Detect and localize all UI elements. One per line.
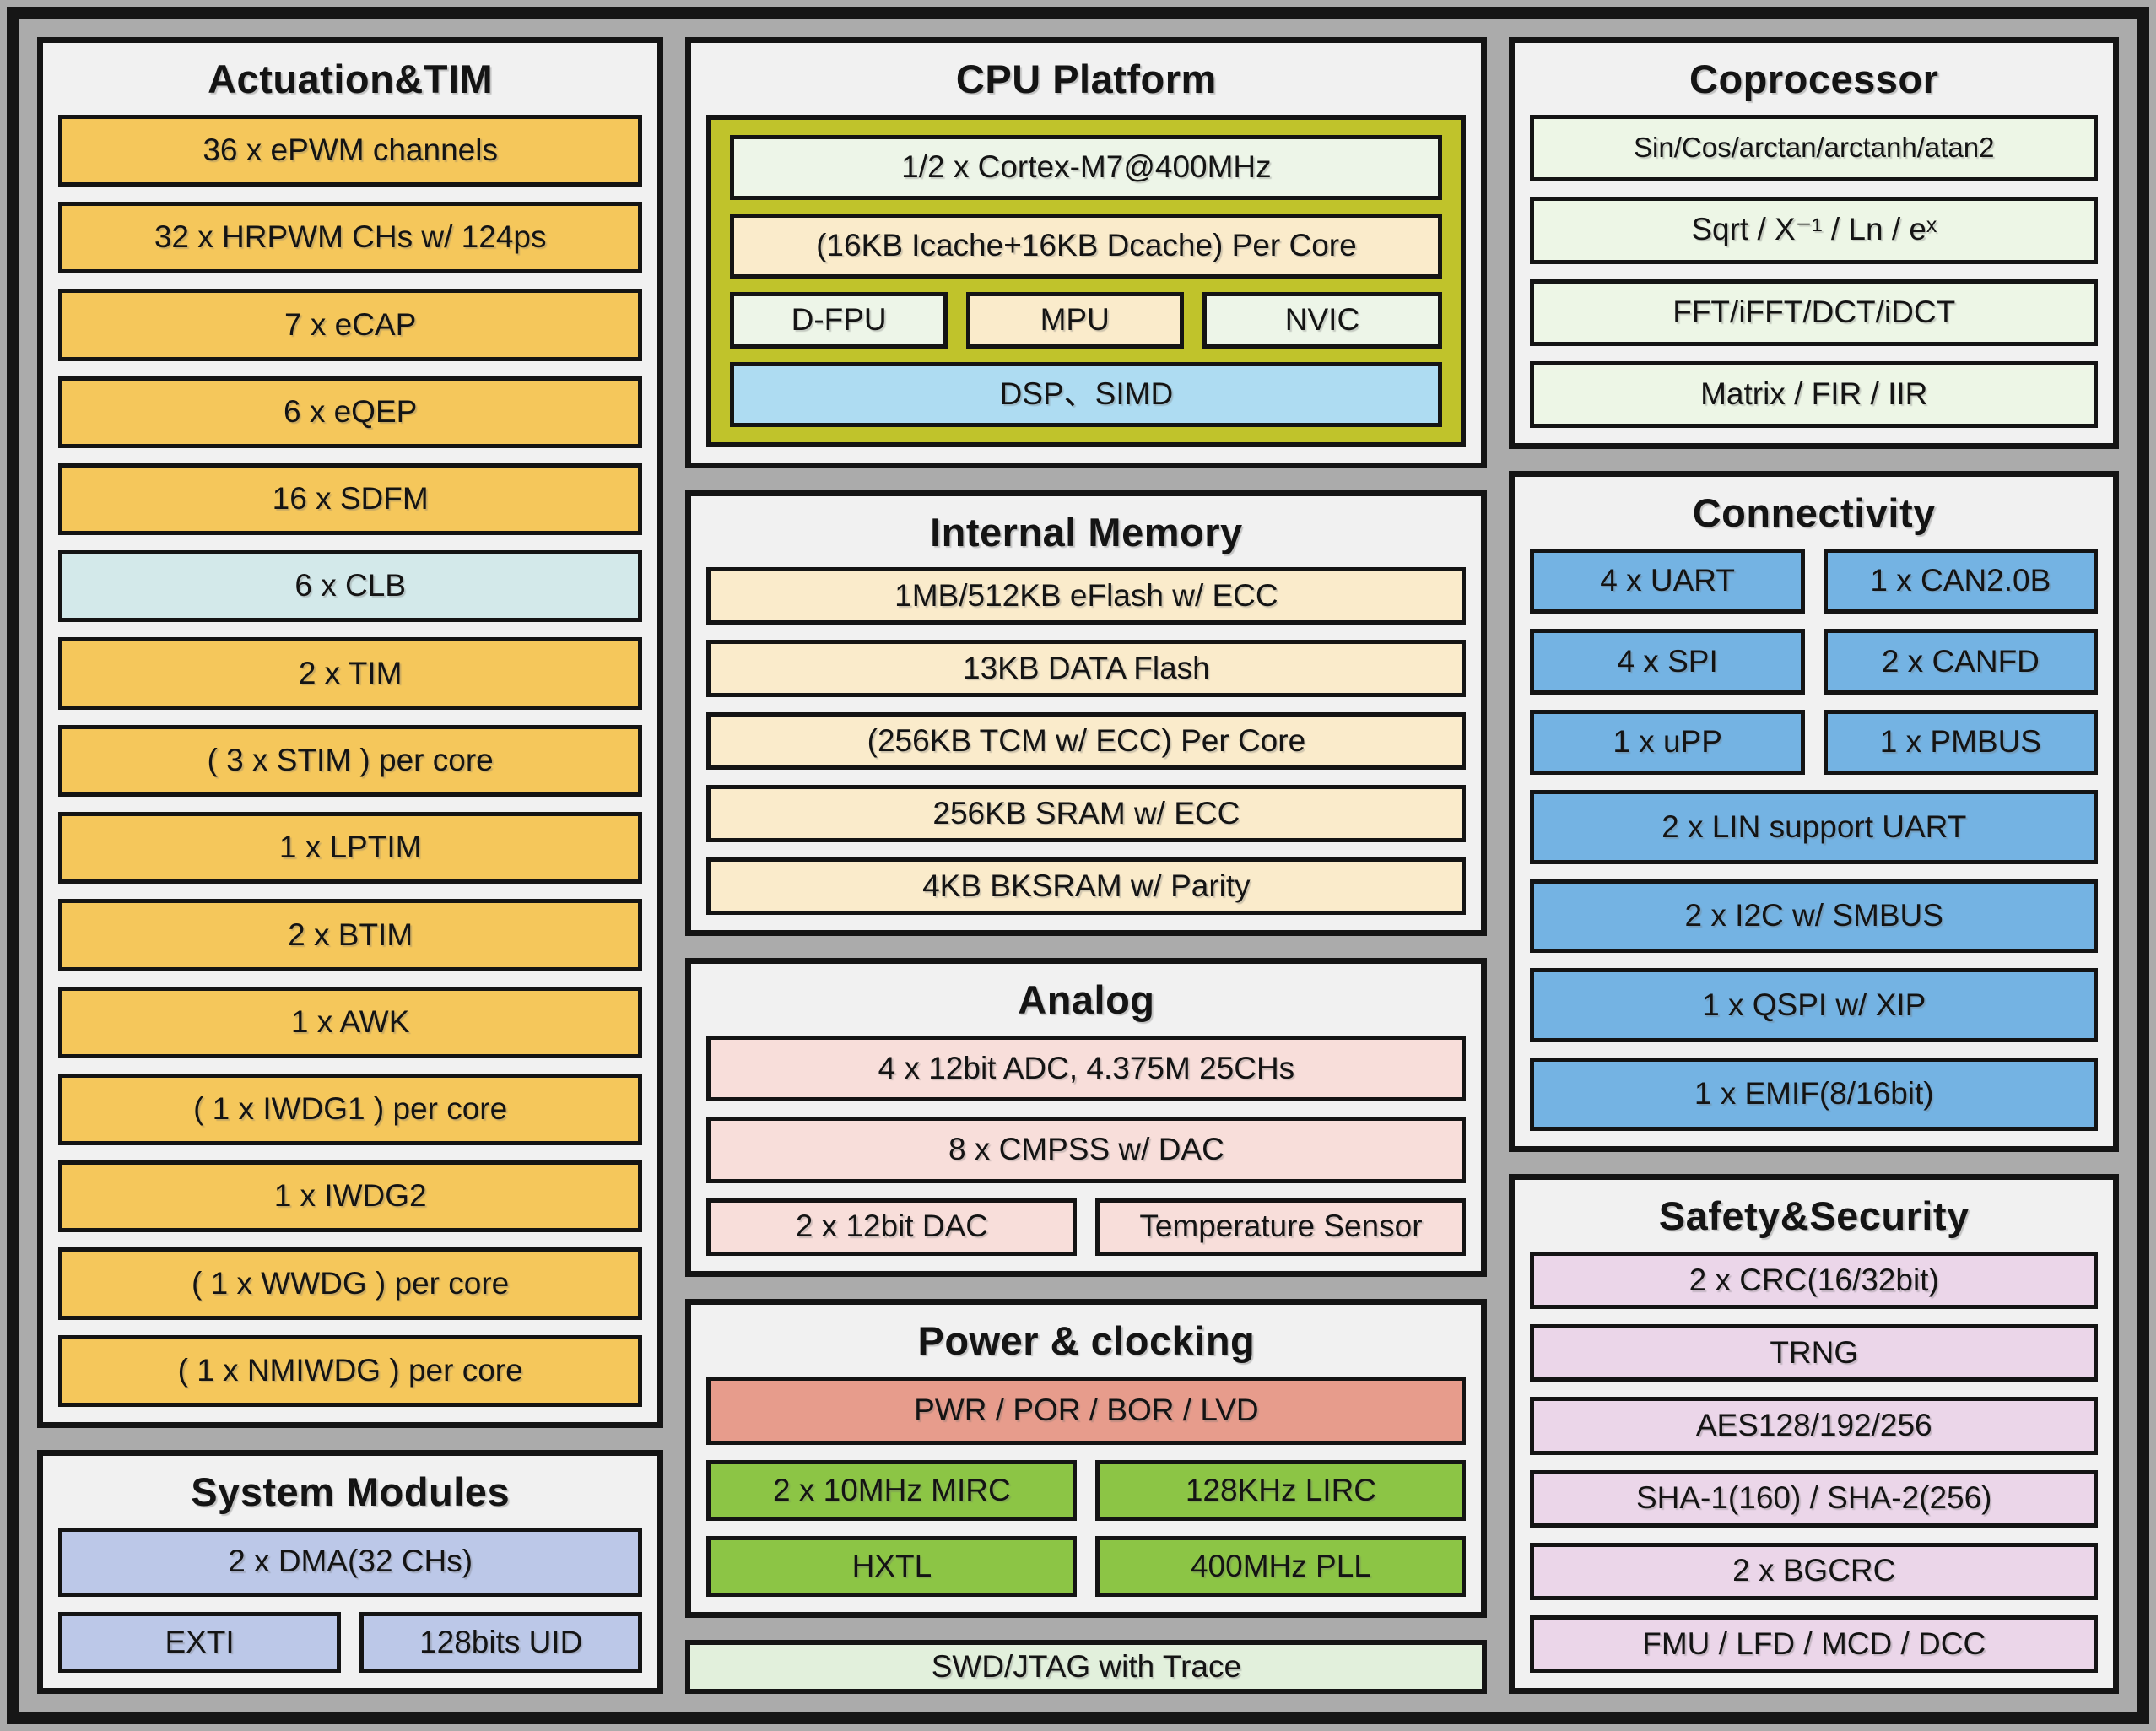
cortex-m7-block: 1/2 x Cortex-M7@400MHz: [730, 134, 1443, 200]
analog-title: Analog: [1018, 976, 1155, 1022]
analog-row: 2 x 12bit DAC Temperature Sensor: [706, 1198, 1467, 1256]
swd-jtag-block: SWD/JTAG with Trace: [685, 1640, 1488, 1694]
internal-memory-title: Internal Memory: [930, 509, 1243, 554]
panel-safety-security: Safety&Security 2 x CRC(16/32bit) TRNG A…: [1509, 1174, 2119, 1694]
ecap-block: 7 x eCAP: [58, 289, 643, 361]
awk-block: 1 x AWK: [58, 986, 643, 1058]
exti-block: EXTI: [58, 1611, 342, 1673]
system-modules-row: EXTI 128bits UID: [58, 1611, 643, 1673]
sqrt-ln-exp-block: Sqrt / X⁻¹ / Ln / eˣ: [1530, 197, 2098, 264]
panel-cpu-platform: CPU Platform 1/2 x Cortex-M7@400MHz (16K…: [685, 37, 1488, 468]
canfd-block: 2 x CANFD: [1823, 629, 2098, 695]
crc-block: 2 x CRC(16/32bit): [1530, 1252, 2098, 1310]
fmu-lfd-mcd-dcc-block: FMU / LFD / MCD / DCC: [1530, 1615, 2098, 1674]
panel-power-clocking: Power & clocking PWR / POR / BOR / LVD 2…: [685, 1298, 1488, 1618]
lirc-block: 128KHz LIRC: [1095, 1460, 1467, 1522]
nvic-block: NVIC: [1202, 291, 1443, 349]
pmbus-block: 1 x PMBUS: [1823, 709, 2098, 776]
btim-block: 2 x BTIM: [58, 899, 643, 971]
nmiwdg-block: ( 1 x NMIWDG ) per core: [58, 1334, 643, 1407]
matrix-fir-iir-block: Matrix / FIR / IIR: [1530, 360, 2098, 429]
safety-security-title: Safety&Security: [1658, 1193, 1970, 1239]
emif-block: 1 x EMIF(8/16bit): [1530, 1057, 2098, 1132]
aes-block: AES128/192/256: [1530, 1397, 2098, 1455]
panel-analog: Analog 4 x 12bit ADC, 4.375M 25CHs 8 x C…: [685, 957, 1488, 1277]
pll-block: 400MHz PLL: [1095, 1536, 1467, 1597]
mpu-block: MPU: [965, 291, 1184, 349]
uid-block: 128bits UID: [359, 1611, 643, 1673]
lptim-block: 1 x LPTIM: [58, 812, 643, 884]
fft-dct-block: FFT/iFFT/DCT/iDCT: [1530, 279, 2098, 346]
panel-system-modules: System Modules 2 x DMA(32 CHs) EXTI 128b…: [37, 1449, 664, 1694]
cpu-units-row: D-FPU MPU NVIC: [730, 291, 1443, 349]
coprocessor-stack: Sin/Cos/arctan/arctanh/atan2 Sqrt / X⁻¹ …: [1530, 114, 2098, 429]
data-flash-block: 13KB DATA Flash: [706, 640, 1467, 698]
tim-block: 2 x TIM: [58, 637, 643, 710]
dsp-simd-block: DSP、SIMD: [730, 361, 1443, 427]
middle-column: CPU Platform 1/2 x Cortex-M7@400MHz (16K…: [685, 37, 1488, 1694]
dfpu-block: D-FPU: [730, 291, 948, 349]
analog-stack: 4 x 12bit ADC, 4.375M 25CHs 8 x CMPSS w/…: [706, 1035, 1467, 1256]
uart-block: 4 x UART: [1530, 549, 1805, 614]
mirc-block: 2 x 10MHz MIRC: [706, 1460, 1078, 1522]
panel-coprocessor: Coprocessor Sin/Cos/arctan/arctanh/atan2…: [1509, 37, 2119, 450]
cpu-platform-title: CPU Platform: [955, 57, 1217, 101]
connectivity-stack: 4 x UART 1 x CAN2.0B 4 x SPI 2 x CANFD 1…: [1530, 549, 2098, 1132]
epwm-block: 36 x ePWM channels: [58, 114, 643, 187]
safety-stack: 2 x CRC(16/32bit) TRNG AES128/192/256 SH…: [1530, 1252, 2098, 1674]
tcm-block: (256KB TCM w/ ECC) Per Core: [706, 712, 1467, 771]
clb-block: 6 x CLB: [58, 550, 643, 623]
adc-block: 4 x 12bit ADC, 4.375M 25CHs: [706, 1035, 1467, 1102]
bksram-block: 4KB BKSRAM w/ Parity: [706, 857, 1467, 915]
power-clocking-title: Power & clocking: [917, 1317, 1256, 1363]
hxtl-block: HXTL: [706, 1536, 1078, 1597]
lin-uart-block: 2 x LIN support UART: [1530, 790, 2098, 864]
pwr-por-bor-lvd-block: PWR / POR / BOR / LVD: [706, 1376, 1467, 1446]
qspi-xip-block: 1 x QSPI w/ XIP: [1530, 968, 2098, 1042]
connectivity-title: Connectivity: [1692, 490, 1936, 536]
actuation-block-stack: 36 x ePWM channels 32 x HRPWM CHs w/ 124…: [58, 114, 643, 1407]
connectivity-row-1: 4 x UART 1 x CAN2.0B: [1530, 549, 2098, 614]
dac-block: 2 x 12bit DAC: [706, 1198, 1078, 1256]
sram-block: 256KB SRAM w/ ECC: [706, 785, 1467, 843]
clock-row-1: 2 x 10MHz MIRC 128KHz LIRC: [706, 1460, 1467, 1522]
system-modules-title: System Modules: [191, 1469, 511, 1514]
system-modules-stack: 2 x DMA(32 CHs) EXTI 128bits UID: [58, 1527, 643, 1673]
connectivity-row-3: 1 x uPP 1 x PMBUS: [1530, 709, 2098, 776]
dma-block: 2 x DMA(32 CHs): [58, 1527, 643, 1597]
cmpss-block: 8 x CMPSS w/ DAC: [706, 1117, 1467, 1183]
mcu-block-diagram: Actuation&TIM 36 x ePWM channels 32 x HR…: [7, 7, 2149, 1724]
wwdg-block: ( 1 x WWDG ) per core: [58, 1247, 643, 1320]
sdfm-block: 16 x SDFM: [58, 463, 643, 536]
coprocessor-title: Coprocessor: [1689, 57, 1939, 101]
spi-block: 4 x SPI: [1530, 629, 1805, 695]
eqep-block: 6 x eQEP: [58, 376, 643, 448]
i2c-smbus-block: 2 x I2C w/ SMBUS: [1530, 879, 2098, 954]
clock-row-2: HXTL 400MHz PLL: [706, 1536, 1467, 1597]
cache-block: (16KB Icache+16KB Dcache) Per Core: [730, 213, 1443, 279]
left-column: Actuation&TIM 36 x ePWM channels 32 x HR…: [37, 37, 664, 1694]
eflash-block: 1MB/512KB eFlash w/ ECC: [706, 567, 1467, 625]
hrpwm-block: 32 x HRPWM CHs w/ 124ps: [58, 202, 643, 274]
sha-block: SHA-1(160) / SHA-2(256): [1530, 1469, 2098, 1528]
panel-internal-memory: Internal Memory 1MB/512KB eFlash w/ ECC …: [685, 490, 1488, 936]
upp-block: 1 x uPP: [1530, 709, 1805, 776]
can20b-block: 1 x CAN2.0B: [1823, 549, 2098, 614]
trig-functions-block: Sin/Cos/arctan/arctanh/atan2: [1530, 114, 2098, 182]
temperature-sensor-block: Temperature Sensor: [1095, 1198, 1467, 1256]
panel-actuation-tim: Actuation&TIM 36 x ePWM channels 32 x HR…: [37, 37, 664, 1428]
cpu-core-container: 1/2 x Cortex-M7@400MHz (16KB Icache+16KB…: [706, 114, 1467, 447]
stim-block: ( 3 x STIM ) per core: [58, 724, 643, 797]
trng-block: TRNG: [1530, 1324, 2098, 1382]
bgcrc-block: 2 x BGCRC: [1530, 1542, 2098, 1600]
right-column: Coprocessor Sin/Cos/arctan/arctanh/atan2…: [1509, 37, 2119, 1694]
actuation-title: Actuation&TIM: [208, 57, 494, 101]
memory-stack: 1MB/512KB eFlash w/ ECC 13KB DATA Flash …: [706, 567, 1467, 915]
iwdg1-block: ( 1 x IWDG1 ) per core: [58, 1073, 643, 1146]
iwdg2-block: 1 x IWDG2: [58, 1160, 643, 1233]
power-stack: PWR / POR / BOR / LVD 2 x 10MHz MIRC 128…: [706, 1376, 1467, 1597]
connectivity-row-2: 4 x SPI 2 x CANFD: [1530, 629, 2098, 695]
panel-connectivity: Connectivity 4 x UART 1 x CAN2.0B 4 x SP…: [1509, 471, 2119, 1153]
